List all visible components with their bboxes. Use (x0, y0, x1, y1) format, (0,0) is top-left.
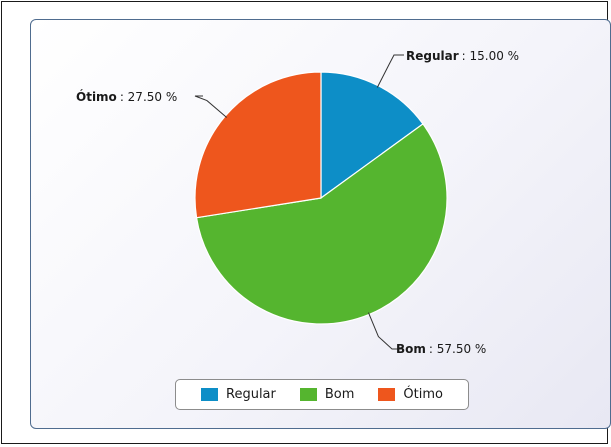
legend-label-bom: Bom (324, 387, 355, 402)
legend-swatch-otimo (378, 388, 396, 401)
slice-label-regular: Regular: 15.00 % (406, 49, 519, 63)
leader-line-otimo (194, 95, 228, 118)
legend-label-otimo: Ótimo (403, 387, 443, 402)
slice-label-otimo: Ótimo: 27.50 % (76, 89, 177, 104)
leader-line-regular (376, 54, 404, 88)
legend-item-otimo: Ótimo (378, 387, 443, 402)
legend-swatch-bom (299, 388, 317, 401)
chart-legend: Regular Bom Ótimo (175, 379, 469, 410)
legend-label-regular: Regular (226, 387, 276, 402)
pie-slice-otimo (194, 71, 322, 219)
legend-swatch-regular (201, 388, 218, 401)
legend-item-regular: Regular (201, 387, 276, 402)
legend-item-bom: Bom (299, 387, 355, 402)
slice-label-bom: Bom: 57.50 % (396, 342, 486, 356)
leader-line-bom (367, 312, 402, 350)
